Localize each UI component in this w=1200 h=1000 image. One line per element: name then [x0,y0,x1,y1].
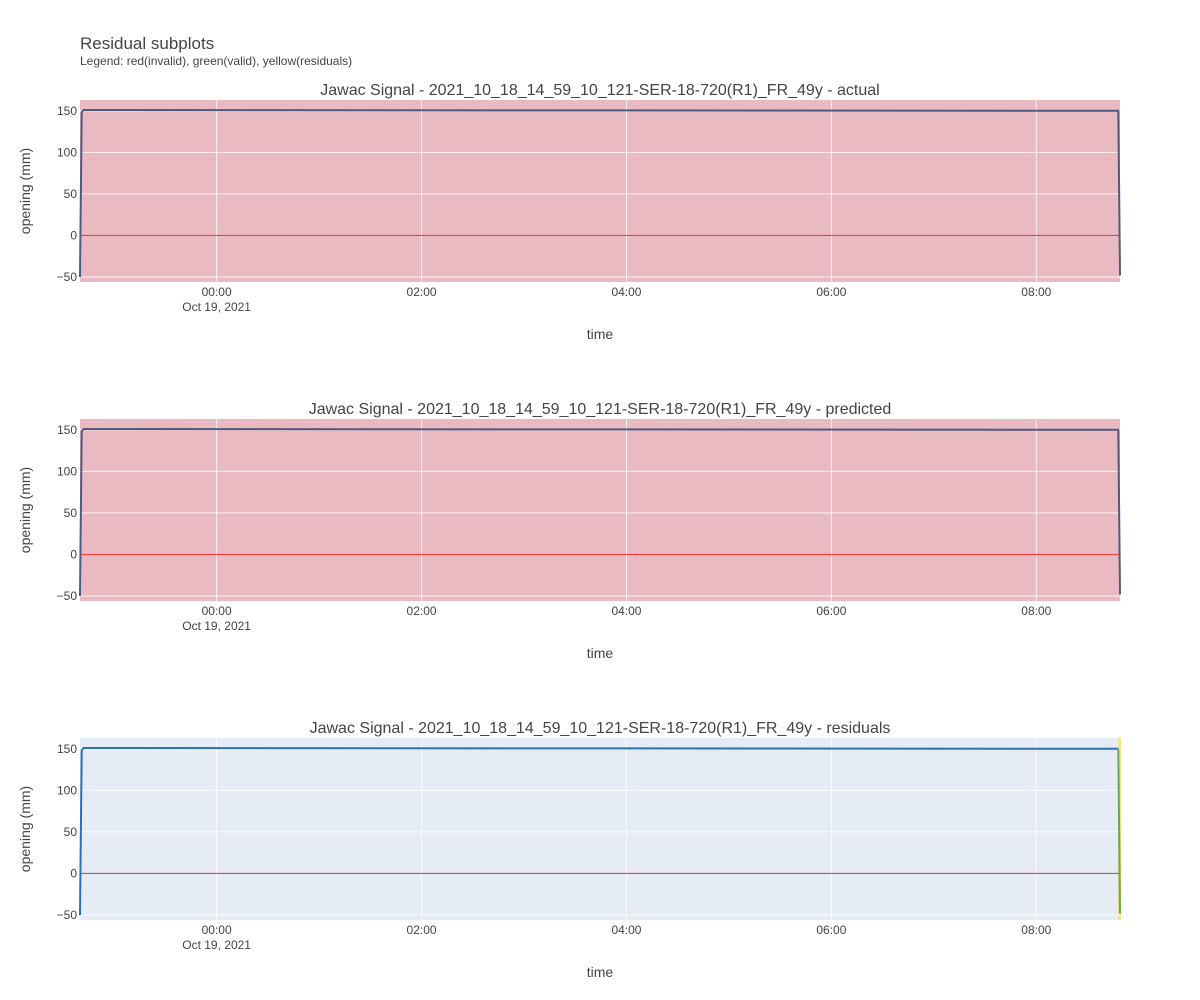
x-tick-sublabel: Oct 19, 2021 [182,619,251,633]
legend-caption: Legend: red(invalid), green(valid), yell… [80,54,353,68]
x-tick-label: 08:00 [1021,604,1051,618]
x-tick-label: 00:00 [202,923,232,937]
x-tick-label: 04:00 [611,604,641,618]
invalid-region [80,100,1120,282]
x-tick-label: 08:00 [1021,285,1051,299]
x-tick-label: 02:00 [407,285,437,299]
x-axis-title: time [587,326,614,342]
y-tick-label: −50 [57,589,78,603]
x-tick-label: 00:00 [202,285,232,299]
y-tick-label: 0 [70,866,77,880]
y-tick-label: 0 [70,547,77,561]
y-tick-label: 100 [57,145,77,159]
y-axis-title: opening (mm) [17,467,33,553]
x-tick-sublabel: Oct 19, 2021 [182,300,251,314]
x-tick-label: 04:00 [611,285,641,299]
y-tick-label: 150 [57,104,77,118]
x-tick-label: 06:00 [816,604,846,618]
series-line-1 [79,747,1119,916]
x-tick-sublabel: Oct 19, 2021 [182,938,251,952]
y-tick-label: 100 [57,464,77,478]
plot-background [80,738,1120,920]
x-tick-label: 02:00 [407,923,437,937]
subplot-title: Jawac Signal - 2021_10_18_14_59_10_121-S… [320,82,879,99]
y-axis-title: opening (mm) [17,786,33,872]
page-title: Residual subplots [80,34,215,53]
x-tick-label: 02:00 [407,604,437,618]
subplot-title: Jawac Signal - 2021_10_18_14_59_10_121-S… [310,720,891,737]
y-tick-label: 150 [57,423,77,437]
invalid-region [80,419,1120,601]
x-axis-title: time [587,964,614,980]
series-line-2 [1117,748,1121,914]
x-tick-label: 00:00 [202,604,232,618]
y-axis-title: opening (mm) [17,148,33,234]
y-tick-label: 50 [64,506,78,520]
series-line-1 [79,428,1121,597]
y-tick-label: 150 [57,742,77,756]
y-tick-label: 50 [64,187,78,201]
y-tick-label: 0 [70,228,77,242]
x-tick-label: 04:00 [611,923,641,937]
y-tick-label: −50 [57,908,78,922]
x-axis-title: time [587,645,614,661]
x-tick-label: 06:00 [816,285,846,299]
x-tick-label: 08:00 [1021,923,1051,937]
subplot-title: Jawac Signal - 2021_10_18_14_59_10_121-S… [309,401,892,418]
y-tick-label: 50 [64,825,78,839]
x-tick-label: 06:00 [816,923,846,937]
series-line-1 [79,109,1121,278]
y-tick-label: 100 [57,783,77,797]
y-tick-label: −50 [57,270,78,284]
